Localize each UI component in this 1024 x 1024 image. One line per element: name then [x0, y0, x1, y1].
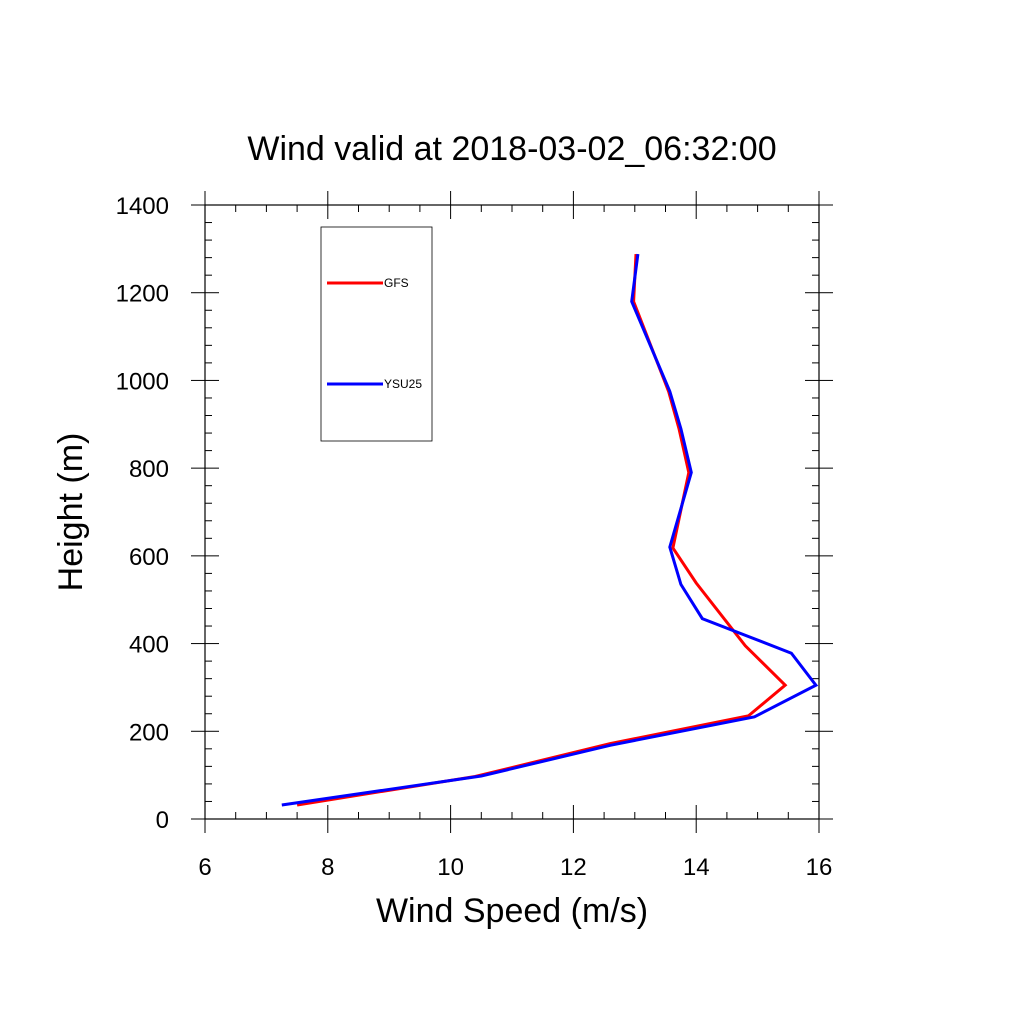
y-tick-label: 0 [156, 807, 169, 834]
y-tick-label: 1400 [116, 193, 169, 220]
series-line-ysu25 [281, 253, 819, 807]
axis-ticks [191, 191, 833, 833]
x-tick-label: 16 [806, 854, 833, 881]
legend-box [320, 226, 433, 442]
legend: GFS YSU25 [320, 226, 433, 442]
tick-labels: 6 8 10 12 14 16 0 200 400 600 800 1000 1200 1400 [116, 193, 833, 881]
x-axis-label: Wind Speed (m/s) [376, 892, 648, 930]
legend-label-gfs: GFS [384, 276, 409, 290]
x-tick-label: 12 [560, 854, 587, 881]
y-tick-label: 200 [129, 719, 169, 746]
x-tick-label: 8 [321, 854, 334, 881]
y-tick-label: 1000 [116, 368, 169, 395]
x-tick-label: 10 [437, 854, 464, 881]
plot-series [281, 253, 819, 807]
y-tick-label: 400 [129, 632, 169, 659]
chart-title: Wind valid at 2018-03-02_06:32:00 [247, 130, 776, 168]
y-tick-label: 600 [129, 544, 169, 571]
x-tick-label: 6 [198, 854, 211, 881]
y-tick-label: 1200 [116, 281, 169, 308]
x-tick-label: 14 [683, 854, 710, 881]
legend-label-ysu25: YSU25 [384, 377, 422, 391]
plot-frame [204, 204, 820, 820]
y-axis-label: Height (m) [52, 433, 90, 592]
y-tick-label: 800 [129, 456, 169, 483]
